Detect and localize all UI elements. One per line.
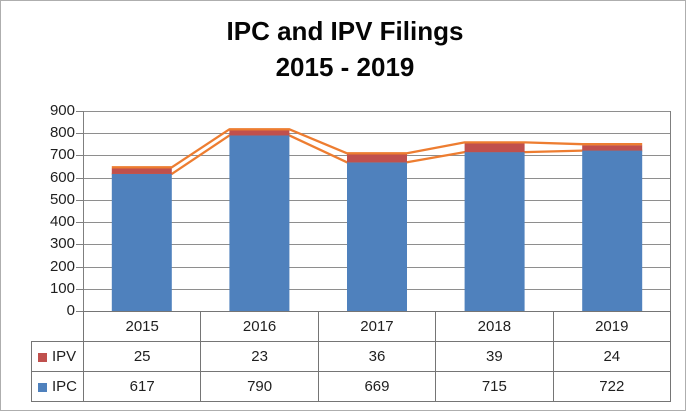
y-axis-tick-label: 700 [49,146,75,164]
chart-title: IPC and IPV Filings 2015 - 2019 [0,13,690,85]
year-header-cell: 2016 [200,311,319,342]
value-cell: 669 [317,371,437,402]
year-header-cell: 2019 [552,311,672,342]
bar-ipv-2017 [347,154,407,163]
legend-cell-ipc: IPC [31,371,84,402]
value-cell: 722 [552,371,672,402]
table-corner-spacer [32,312,84,342]
ipc-legend-swatch-icon [38,383,47,392]
y-axis-tick-label: 500 [49,190,75,208]
bar-ipc-2017 [347,162,407,311]
chart-title-line1: IPC and IPV Filings [226,16,464,46]
y-axis-tick-label: 900 [49,102,75,119]
value-cell: 715 [435,371,554,402]
bar-ipc-2019 [582,150,643,311]
table-row-ipc: IPC 617 790 669 715 722 [31,371,672,402]
bar-ipc-2015 [111,173,172,311]
bar-ipv-2019 [582,145,643,151]
y-axis-tick-label: 400 [49,213,75,231]
legend-label: IPV [52,348,77,365]
value-cell: 25 [82,341,202,372]
bar-ipv-2016 [229,130,290,136]
bar-ipv-2015 [111,168,172,174]
chart-title-line2: 2015 - 2019 [275,52,415,82]
year-header-cell: 2017 [317,311,437,342]
total-overlay-line [111,128,643,169]
legend-label: IPC [52,378,78,395]
ipv-legend-swatch-icon [38,353,47,362]
value-cell: 36 [317,341,437,372]
bar-ipc-2018 [464,152,525,311]
legend-cell-ipv: IPV [31,341,84,372]
y-axis-tick-label: 0 [66,302,75,319]
value-cell: 24 [552,341,672,372]
table-row-ipv: IPV 25 23 36 39 24 [31,341,672,372]
year-header-row: 2015 2016 2017 2018 2019 [32,311,672,342]
value-cell: 790 [200,371,319,402]
data-table: 2015 2016 2017 2018 2019 IPV 25 23 36 39 24 IPC 617 7… [31,311,672,402]
plot-area [76,111,671,312]
y-axis-tick-label: 200 [49,257,75,275]
value-cell: 39 [435,341,554,372]
year-header-cell: 2015 [82,311,202,342]
y-axis-tick-label: 600 [49,168,75,186]
y-axis-tick-label: 800 [49,124,75,142]
value-cell: 23 [200,341,319,372]
year-header-cell: 2018 [435,311,554,342]
y-axis-tick-label: 300 [49,235,75,253]
y-axis-tick-label: 100 [49,279,75,297]
bar-ipc-2016 [229,135,290,311]
y-axis-labels: 900 800 700 600 500 400 300 200 100 0 [16,102,75,319]
bar-ipv-2018 [464,143,525,153]
value-cell: 617 [82,371,202,402]
